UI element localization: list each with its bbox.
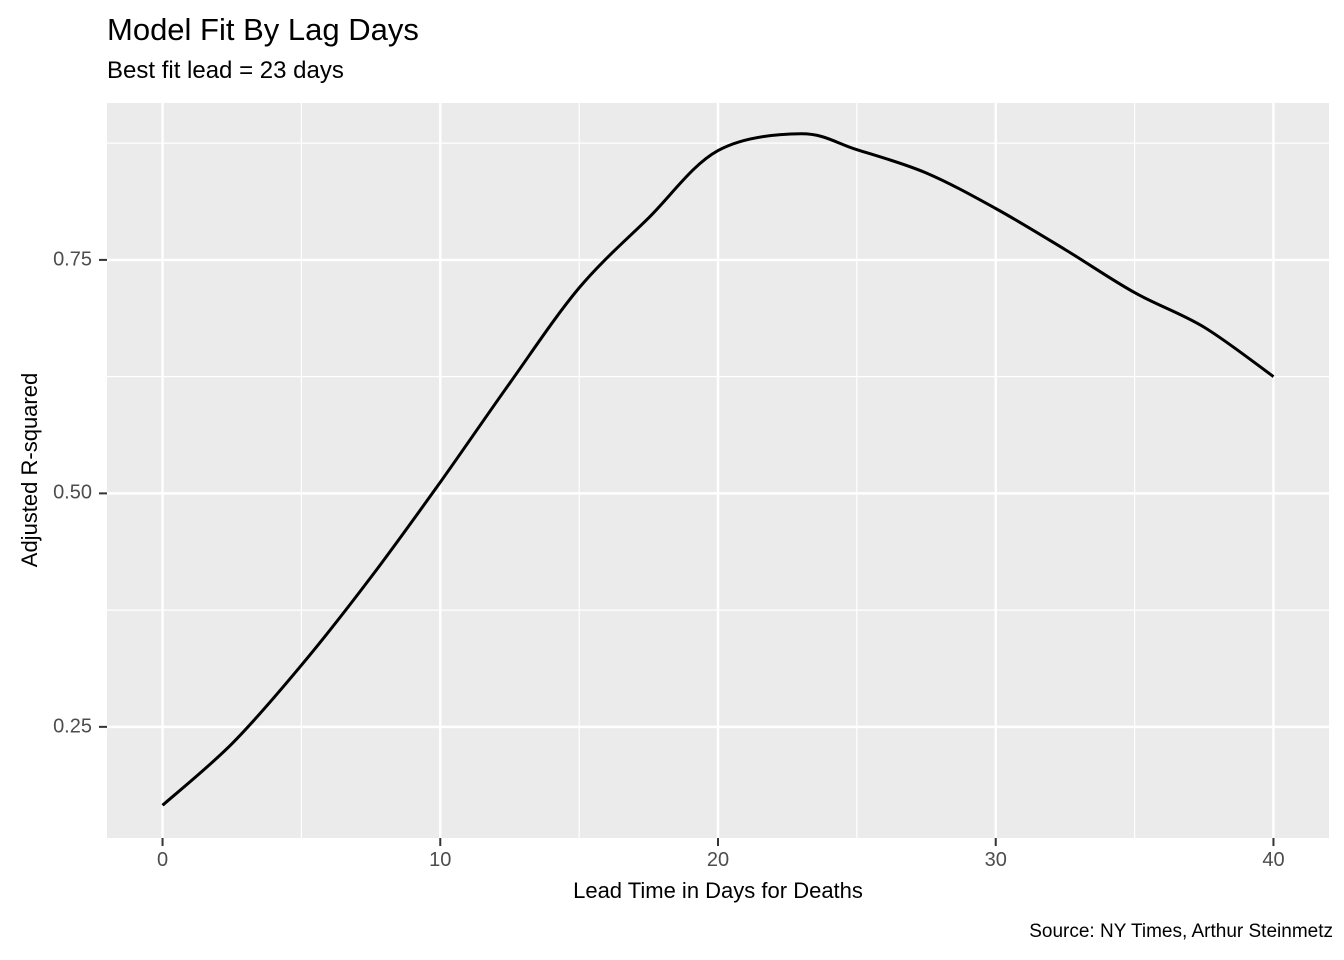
- y-axis-title: Adjusted R-squared: [17, 372, 42, 568]
- y-tick-label: 0.75: [53, 248, 92, 271]
- y-tick-label: 0.25: [53, 715, 92, 738]
- chart-subtitle: Best fit lead = 23 days: [107, 57, 344, 84]
- x-axis-title: Lead Time in Days for Deaths: [573, 878, 863, 903]
- x-tick-label: 40: [1262, 849, 1285, 871]
- x-tick-label: 0: [156, 849, 169, 871]
- chart-title: Model Fit By Lag Days: [107, 12, 419, 47]
- x-tick-label: 10: [429, 849, 452, 871]
- fit-line: [161, 132, 1275, 807]
- y-tick-label: 0.50: [53, 481, 92, 504]
- x-tick-label: 20: [706, 849, 730, 871]
- chart-caption: Source: NY Times, Arthur Steinmetz: [1029, 921, 1333, 942]
- x-tick-label: 30: [984, 849, 1007, 871]
